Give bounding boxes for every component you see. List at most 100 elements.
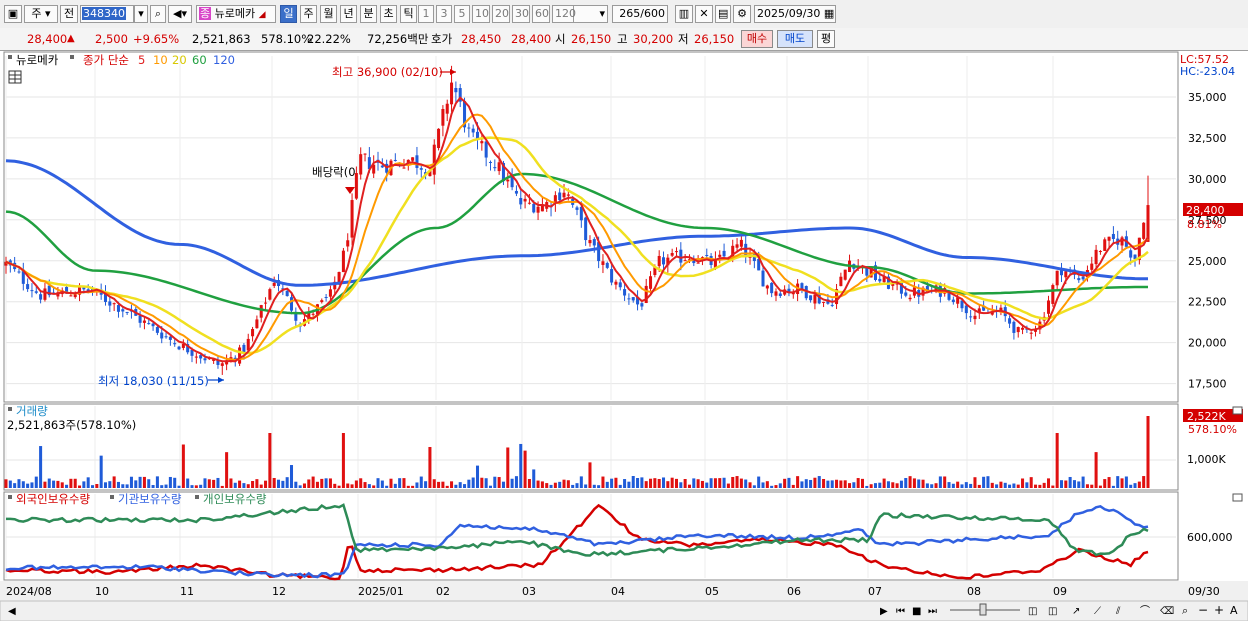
volume-bar <box>86 477 90 488</box>
candle-body <box>839 276 843 287</box>
last-page-icon[interactable]: ⏭ <box>928 606 937 617</box>
volume-bar <box>307 479 311 488</box>
volume-bar <box>623 479 627 488</box>
zoom-search-icon[interactable]: ⌕ <box>1182 604 1188 617</box>
interval-tab-30[interactable]: 30 <box>512 5 530 23</box>
volume-bar <box>82 481 86 488</box>
volume-bar <box>640 477 644 488</box>
candle-body <box>657 255 661 267</box>
volume-bar <box>251 481 255 488</box>
ma10-line <box>5 113 1149 361</box>
stock-name-field[interactable]: 종 뉴로메카 ◢ <box>196 5 276 23</box>
sell-button[interactable]: 매도 <box>777 30 813 48</box>
crosshair-icon[interactable]: ✕ <box>695 5 713 23</box>
first-page-icon[interactable]: ⏮ <box>896 606 905 617</box>
volume-bar <box>177 485 181 488</box>
count-field[interactable]: 265/600 <box>612 5 668 23</box>
zoom-in-icon[interactable]: + <box>1214 603 1224 617</box>
candle-body <box>977 308 981 313</box>
volume-bar <box>666 481 670 488</box>
volume-bar <box>1016 484 1020 488</box>
volume-bar <box>315 481 319 488</box>
interval-tab-20[interactable]: 20 <box>492 5 510 23</box>
candle-body <box>674 251 679 253</box>
draw-trend-icon[interactable]: ⟋ <box>1094 606 1101 617</box>
candle-body <box>1129 250 1133 258</box>
candle-body <box>415 155 419 168</box>
candle-icon[interactable]: ▥ <box>675 5 693 23</box>
buy-button[interactable]: 매수 <box>741 30 773 48</box>
volume-bar <box>653 478 657 488</box>
volume-bar <box>644 481 648 488</box>
volume-last-pct: 578.10% <box>1188 423 1237 436</box>
volume-bar <box>13 483 17 488</box>
gear-icon[interactable]: ⚙ <box>733 5 751 23</box>
period-tab-1[interactable]: 주 <box>300 5 317 23</box>
volume-bar <box>592 484 596 488</box>
scroll-left-icon[interactable]: ◀ <box>8 606 16 617</box>
prev-button[interactable]: 전 <box>60 5 78 23</box>
interval-tab-5[interactable]: 5 <box>454 5 470 23</box>
eval-label: 평 <box>820 32 832 45</box>
save-icon[interactable]: ▤ <box>715 5 731 23</box>
draw-arc-icon[interactable]: ⌒ <box>1140 605 1150 617</box>
search-icon[interactable]: ⌕ <box>150 5 166 23</box>
volume-bar <box>860 478 865 488</box>
interval-tab-10[interactable]: 10 <box>472 5 490 23</box>
eraser-icon[interactable]: ⌫ <box>1160 606 1174 617</box>
code-dropdown-icon[interactable]: ▾ <box>134 5 148 23</box>
stop-icon[interactable]: ■ <box>912 606 921 617</box>
volume-bar <box>69 478 73 488</box>
draw-line-icon[interactable]: ↗ <box>1072 606 1080 617</box>
volume-square-icon <box>8 407 12 411</box>
draw-fan-icon[interactable]: ⫽ <box>1115 606 1121 617</box>
interval-tab-1[interactable]: 1 <box>418 5 434 23</box>
volume-bar <box>852 482 856 488</box>
period-tab-3[interactable]: 년 <box>340 5 357 23</box>
volume-bar <box>523 450 527 488</box>
period-tab-5[interactable]: 초 <box>380 5 397 23</box>
price-y-tick: 35,000 <box>1188 91 1227 104</box>
tool-icon-2[interactable]: ◫ <box>1048 606 1057 617</box>
volume-bar <box>1120 478 1124 488</box>
table-icon[interactable] <box>8 70 22 84</box>
code-input[interactable]: 348340 <box>80 5 134 23</box>
volume-bar <box>1094 452 1098 488</box>
zoom-out-icon[interactable]: − <box>1198 603 1208 617</box>
interval-tab-3[interactable]: 3 <box>436 5 452 23</box>
period-tab-0[interactable]: 일 <box>280 5 297 23</box>
type-select[interactable]: 주 ▾ <box>24 5 58 23</box>
candle-body <box>363 153 367 155</box>
candle-body <box>527 202 531 204</box>
volume-bar <box>886 481 890 488</box>
date-field[interactable]: 2025/09/30 ▦ <box>754 5 836 23</box>
volume-icon[interactable]: ◀▾ <box>168 5 192 23</box>
candle-body <box>450 82 454 105</box>
tool-icon-1[interactable]: ◫ <box>1028 606 1037 617</box>
candle-body <box>428 170 432 177</box>
eval-button[interactable]: 평 <box>817 30 835 48</box>
candle-body <box>964 305 968 314</box>
interval-tab-60[interactable]: 60 <box>532 5 550 23</box>
period-tab-4[interactable]: 분 <box>360 5 377 23</box>
volume-value-label: 2,521,863주(578.10%) <box>7 418 136 432</box>
window-icon[interactable]: ▣ <box>4 5 22 23</box>
zoom-slider-handle[interactable] <box>979 603 987 616</box>
volume-bar <box>255 479 259 488</box>
volume-bar <box>627 481 631 488</box>
holding-panel-close-icon[interactable] <box>1232 493 1243 502</box>
volume-bar <box>95 484 99 488</box>
scroll-right-icon[interactable]: ▶ <box>880 606 888 617</box>
period-tab-6[interactable]: 틱 <box>400 5 417 23</box>
foreign-holding-line <box>5 503 1149 581</box>
volume-panel-close-icon[interactable] <box>1232 406 1243 415</box>
price-y-tick: 25,000 <box>1188 255 1227 268</box>
volume-bar <box>960 484 964 488</box>
volume-bar <box>484 478 488 488</box>
candle-body <box>601 261 605 265</box>
font-size-icon[interactable]: A <box>1230 604 1238 617</box>
period-tab-2[interactable]: 월 <box>320 5 337 23</box>
candle-body <box>164 336 168 338</box>
interval-tab-120[interactable]: 120 <box>552 5 576 23</box>
